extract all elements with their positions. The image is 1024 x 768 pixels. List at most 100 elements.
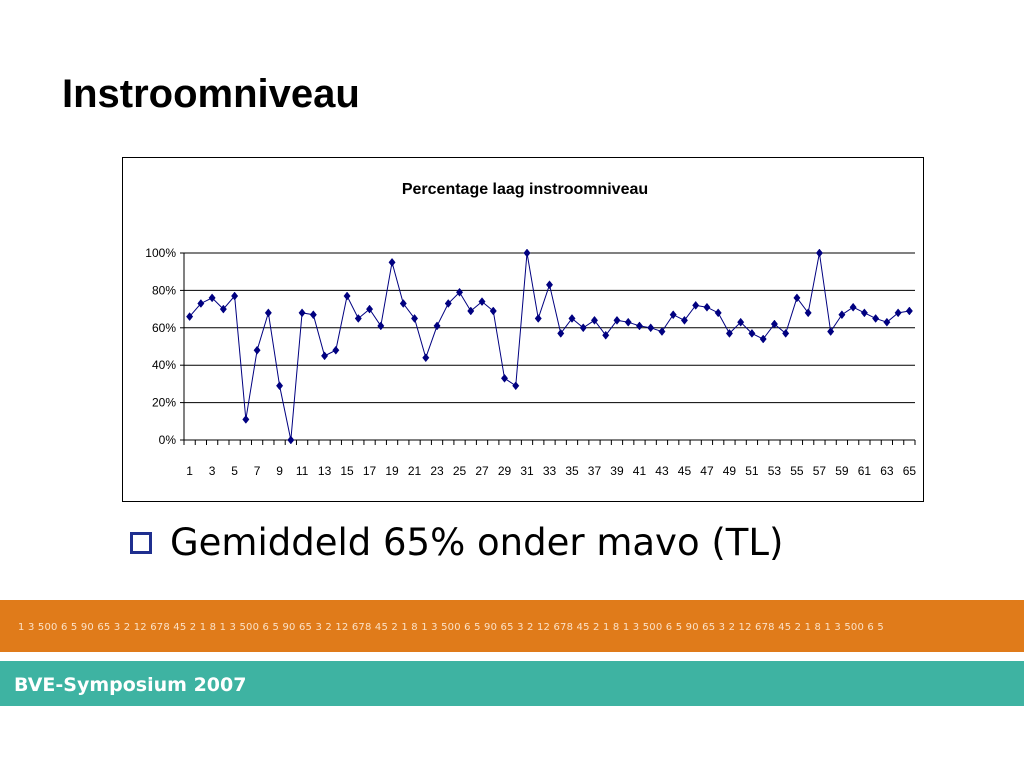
data-point [782,329,790,338]
data-point [197,299,205,308]
x-tick-labels: 1 3 5 7 9 11 13 15 17 19 21 23 25 27 29 31 33 35 37 39 41 43 4… [186,464,916,478]
data-point [703,302,711,312]
x-tick-label: 65 [903,464,917,478]
data-point [883,317,891,327]
data-point [500,373,509,383]
data-point [231,291,239,301]
gridlines [184,252,915,404]
data-point [456,287,464,297]
x-tick-label: 27 [475,464,489,478]
data-point [804,308,812,318]
x-tick-label: 11 [296,464,309,478]
x-tick-label: 23 [430,464,444,478]
y-tick-label: 20% [152,396,176,410]
data-point [579,323,587,333]
data-point [748,329,756,338]
x-tick-label: 3 [209,464,216,478]
x-tick-label: 61 [858,464,872,478]
x-tick-label: 17 [363,464,377,478]
data-point [186,312,194,321]
series-percentage [186,248,913,445]
data-point [827,327,835,336]
x-tick-label: 19 [385,464,399,478]
x-tick-label: 53 [768,464,782,478]
bullet-text: Gemiddeld 65% onder mavo (TL) [170,521,784,564]
footer-band: BVE-Symposium 2007 [0,661,1024,706]
x-tick-label: 25 [453,464,467,478]
y-tick-label: 100% [145,246,176,260]
x-tick-label: 39 [610,464,624,478]
data-point [680,315,688,325]
data-point [692,300,700,310]
data-point [377,321,385,331]
y-tick-label: 80% [152,283,176,297]
x-tick-label: 1 [186,464,193,478]
x-tick-label: 5 [231,464,238,478]
data-point [264,308,272,318]
data-point [354,314,362,323]
data-point [512,381,520,391]
data-point [444,299,452,308]
x-tick-label: 51 [745,464,759,478]
data-point [894,308,902,318]
data-point [309,310,317,320]
x-tick-label: 35 [565,464,579,478]
x-tick-label: 57 [813,464,827,478]
x-tick-label: 29 [498,464,512,478]
data-point [905,306,913,316]
x-tick-label: 37 [588,464,602,478]
data-point [321,351,329,361]
data-point [287,435,295,445]
data-point [366,304,374,314]
x-tick-label: 13 [318,464,332,478]
data-point [669,310,677,320]
x-tick-label: 9 [276,464,283,478]
data-point [557,329,565,338]
bullet-point: Gemiddeld 65% onder mavo (TL) [130,524,783,561]
data-point [332,345,340,355]
x-tick-label: 63 [880,464,894,478]
x-tick-label: 15 [340,464,354,478]
x-tick-label: 7 [254,464,261,478]
data-point [635,321,643,331]
axes [180,252,916,445]
number-strip: 1 3 500 6 5 90 65 3 2 12 678 45 2 1 8 1 … [18,622,884,633]
data-point [647,323,655,333]
x-tick-label: 45 [678,464,692,478]
data-point [467,306,475,316]
data-point [399,299,407,308]
data-point [433,321,441,331]
slide-title: Instroomniveau [62,72,360,116]
x-tick-label: 47 [700,464,714,478]
x-tick-label: 33 [543,464,557,478]
y-tick-label: 40% [152,358,176,372]
data-point [298,308,306,318]
chart-title: Percentage laag instroomniveau [402,181,648,198]
x-tick-label: 21 [408,464,422,478]
data-point [658,327,666,336]
data-point [849,302,857,312]
footer-label: BVE-Symposium 2007 [14,674,247,696]
data-point [253,345,261,355]
number-band: 1 3 500 6 5 90 65 3 2 12 678 45 2 1 8 1 … [0,600,1024,652]
x-tick-label: 49 [723,464,737,478]
data-point [737,317,745,327]
data-point [770,319,778,329]
data-point [388,257,396,267]
data-point [759,334,767,344]
data-point [411,314,419,323]
data-point [523,248,531,258]
x-tick-label: 55 [790,464,804,478]
line-chart: Percentage laag instroomniveau 0% 20% 40% 6… [145,181,916,478]
data-point [602,330,610,340]
data-point [860,308,868,318]
data-point [276,381,284,391]
data-point [793,293,801,303]
data-point [725,329,733,338]
data-point [838,310,846,320]
data-point [478,297,486,307]
y-tick-label: 0% [159,433,177,447]
data-point [534,314,542,323]
data-point [872,314,880,323]
data-point [714,308,722,318]
